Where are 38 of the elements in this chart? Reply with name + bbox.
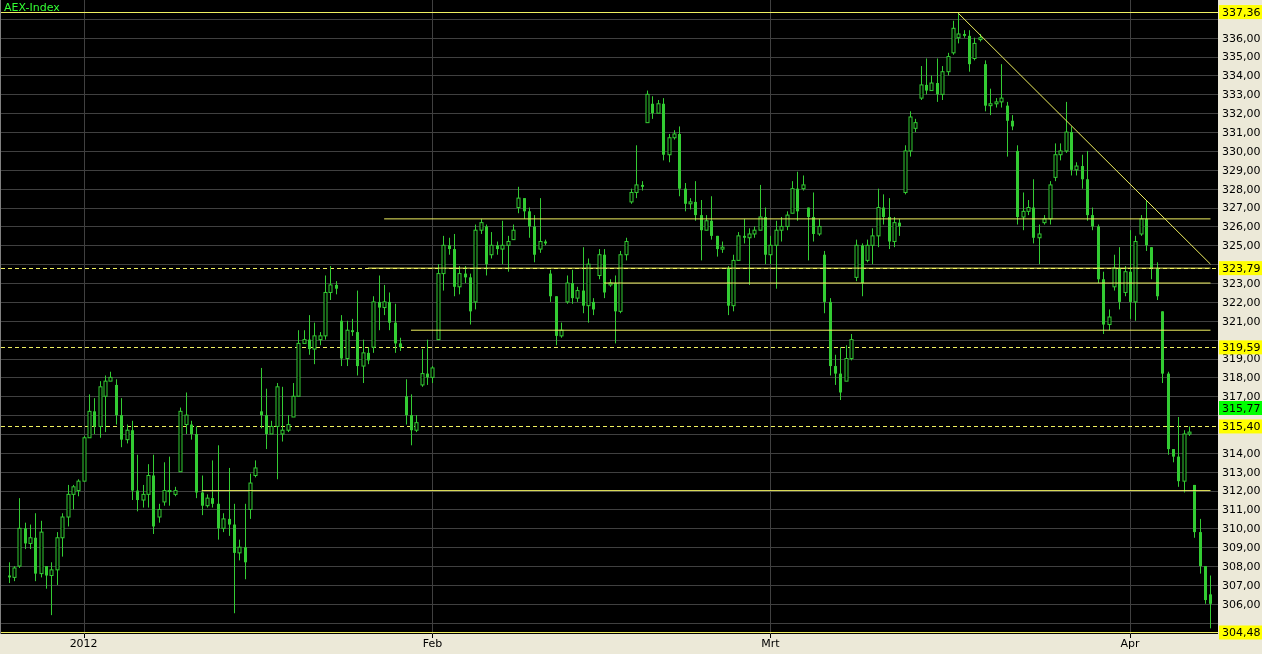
y-tick-label: 330,00 bbox=[1222, 144, 1261, 158]
y-tick-label: 309,00 bbox=[1222, 541, 1261, 555]
chart-title: AEX-Index bbox=[4, 1, 61, 14]
ref-line-label: 323,79 bbox=[1222, 261, 1261, 275]
y-tick-label: 334,00 bbox=[1222, 69, 1261, 83]
y-tick-label: 325,00 bbox=[1222, 239, 1261, 253]
text: 315,77 bbox=[1222, 401, 1261, 415]
y-tick-label: 335,00 bbox=[1222, 50, 1261, 64]
x-tick-label: Apr bbox=[1120, 637, 1140, 650]
y-tick-label: 322,00 bbox=[1222, 295, 1261, 309]
y-tick-label: 317,00 bbox=[1222, 390, 1261, 404]
y-tick-label: 310,00 bbox=[1222, 522, 1261, 536]
ref-line-label: 319,59 bbox=[1222, 341, 1261, 355]
y-tick-label: 311,00 bbox=[1222, 503, 1261, 517]
y-tick-label: 329,00 bbox=[1222, 163, 1261, 177]
y-tick-label: 323,00 bbox=[1222, 276, 1261, 290]
ref-line-label: 337,36 bbox=[1222, 5, 1261, 19]
x-tick-label: Feb bbox=[422, 637, 443, 650]
y-tick-label: 327,00 bbox=[1222, 201, 1261, 215]
x-tick-label: Mrt bbox=[761, 637, 781, 650]
ref-line-label: 315,40 bbox=[1222, 420, 1261, 434]
y-tick-label: 306,00 bbox=[1222, 597, 1261, 611]
y-tick-label: 332,00 bbox=[1222, 107, 1261, 121]
y-tick-label: 333,00 bbox=[1222, 88, 1261, 102]
y-tick-label: 314,00 bbox=[1222, 446, 1261, 460]
ref-line-label: 304,48 bbox=[1222, 626, 1261, 640]
y-tick-label: 326,00 bbox=[1222, 220, 1261, 234]
y-tick-label: 307,00 bbox=[1222, 578, 1261, 592]
y-tick-label: 319,00 bbox=[1222, 352, 1261, 366]
y-tick-label: 313,00 bbox=[1222, 465, 1261, 479]
y-tick-label: 308,00 bbox=[1222, 559, 1261, 573]
x-tick-label: 2012 bbox=[69, 637, 98, 650]
y-tick-label: 336,00 bbox=[1222, 31, 1261, 45]
y-tick-label: 318,00 bbox=[1222, 371, 1261, 385]
y-tick-label: 312,00 bbox=[1222, 484, 1261, 498]
y-tick-label: 328,00 bbox=[1222, 182, 1261, 196]
y-tick-label: 321,00 bbox=[1222, 314, 1261, 328]
y-tick-label: 331,00 bbox=[1222, 125, 1261, 139]
